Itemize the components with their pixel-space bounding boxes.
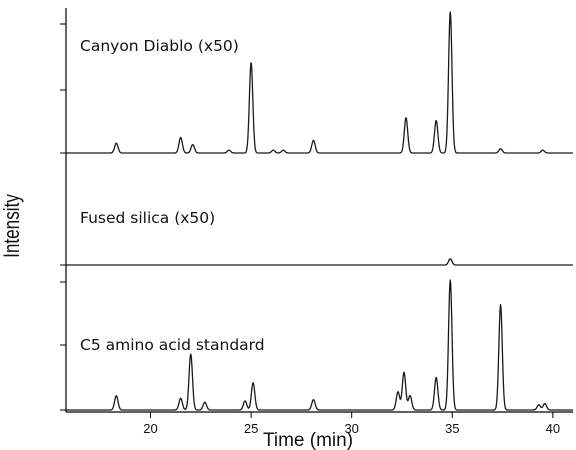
x-tick-label: 40	[546, 421, 560, 436]
x-tick-label: 30	[344, 421, 358, 436]
panel-canyon-diablo: Canyon Diablo (x50)	[60, 11, 574, 154]
panel-label-c5-standard: C5 amino acid standard	[80, 336, 265, 354]
x-axis: 20 25 30 35 40	[66, 411, 573, 436]
x-tick-label: 35	[445, 421, 459, 436]
series-trace-canyon-diablo	[65, 11, 574, 154]
y-axis-title: Intensity	[0, 194, 25, 258]
panel-fused-silica: Fused silica (x50)	[60, 209, 574, 266]
series-trace-fused-silica	[65, 258, 574, 266]
panel-c5-standard: C5 amino acid standard	[60, 279, 574, 411]
panel-label-canyon-diablo: Canyon Diablo (x50)	[80, 37, 239, 55]
x-tick-label: 20	[143, 421, 157, 436]
panels-group: Canyon Diablo (x50) Fused silica (x50) C5 …	[60, 8, 574, 412]
x-tick-label: 25	[244, 421, 258, 436]
series-trace-c5-standard	[65, 279, 574, 411]
panel-label-fused-silica: Fused silica (x50)	[80, 209, 215, 227]
x-axis-title: Time (min)	[263, 430, 353, 450]
